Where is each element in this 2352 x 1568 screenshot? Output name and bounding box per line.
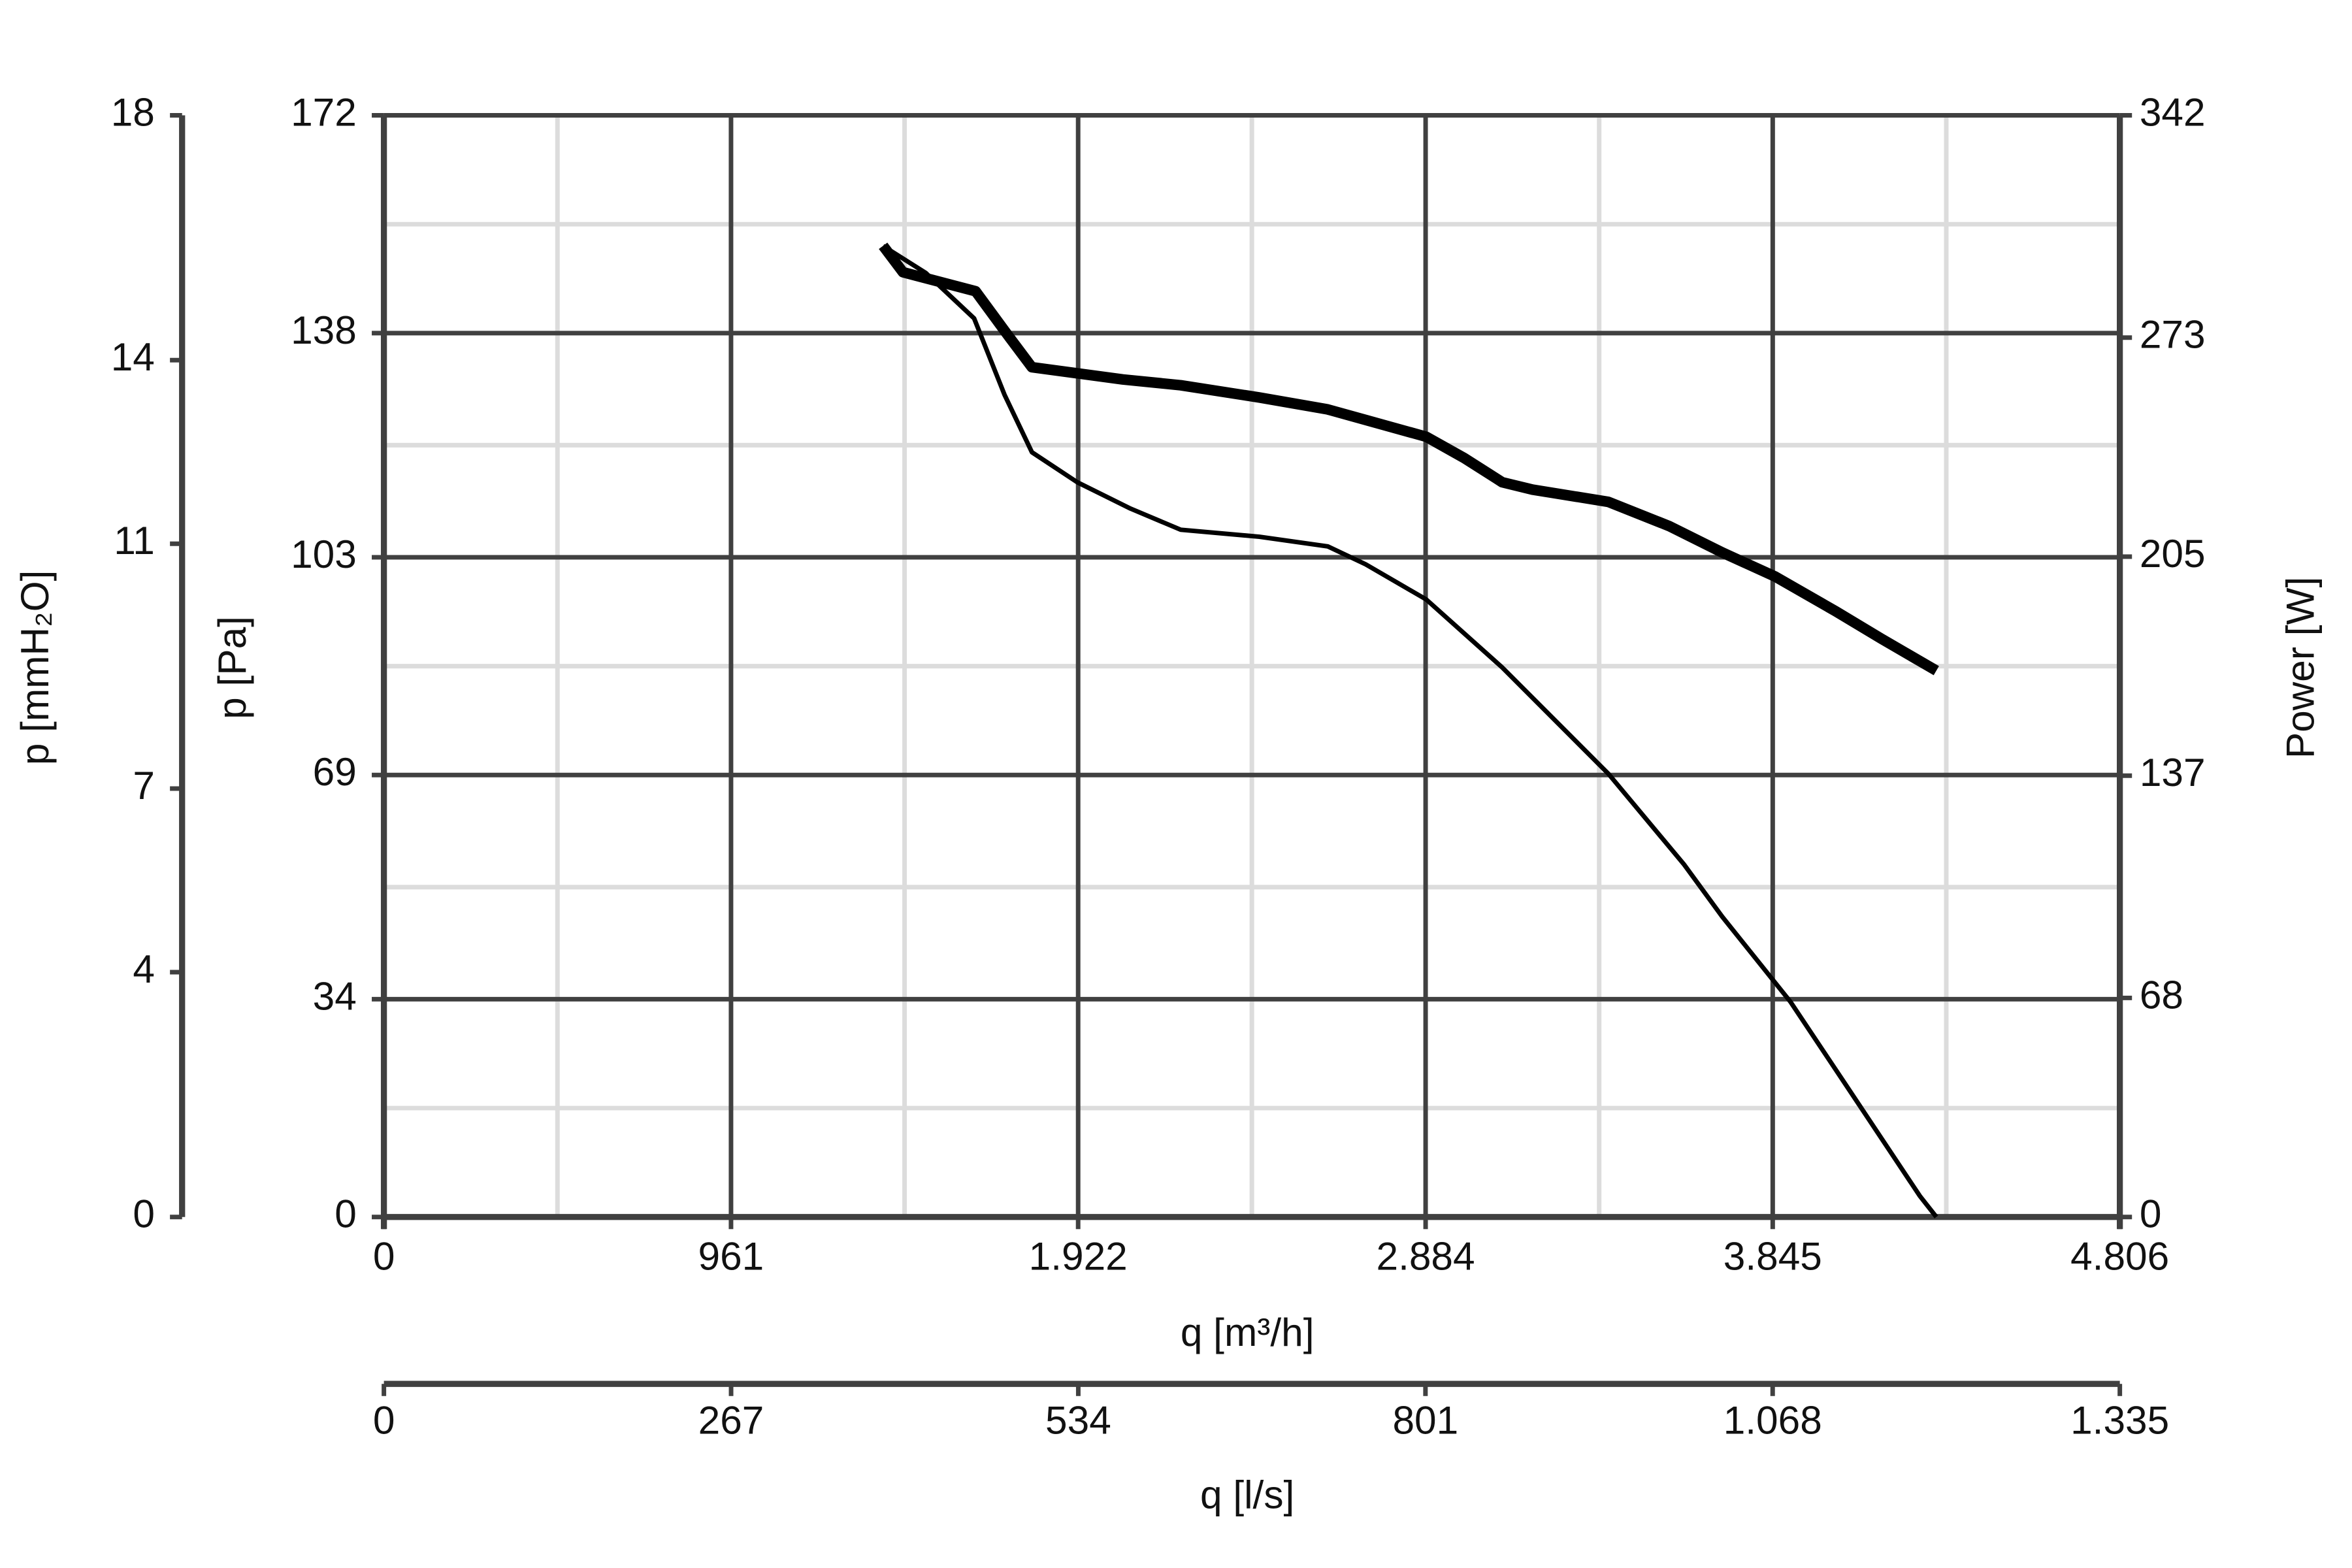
y2-tick-label: 0 [2140,1192,2162,1236]
curve [879,242,1939,676]
y2-axis-title: Power [W] [2278,577,2323,759]
y-tick-label: 69 [313,749,357,794]
x-tick-label: 3.845 [1723,1234,1822,1279]
y2-tick-label: 68 [2140,972,2183,1017]
x-tick-label: 1.922 [1029,1234,1128,1279]
y-tick-label: 0 [335,1192,357,1236]
y2-tick-label: 205 [2140,531,2206,576]
y2-tick-label: 273 [2140,312,2206,357]
y2-tick-label: 342 [2140,90,2206,134]
y-tick-label: 103 [291,532,357,576]
y2-tick-label: 137 [2140,750,2206,794]
y3-tick-label: 14 [111,335,155,379]
x2-tick-label: 0 [373,1398,395,1443]
x2-tick-label: 534 [1045,1398,1111,1443]
x2-axis-title: q [l/s] [1200,1472,1294,1516]
y3-tick-label: 11 [114,518,155,563]
x2-tick-label: 1.068 [1723,1398,1822,1443]
y3-tick-label: 0 [133,1192,155,1236]
curve [881,244,1938,1218]
y-tick-label: 172 [291,90,357,134]
y-axis-title: p [Pa] [210,616,254,719]
y3-tick-label: 18 [111,90,155,134]
x2-tick-label: 1.335 [2070,1398,2169,1443]
x2-tick-label: 267 [698,1398,764,1443]
y-tick-label: 34 [313,973,357,1018]
y3-axis-title: p [mmH₂O] [12,570,57,766]
x-tick-label: 4.806 [2070,1234,2169,1279]
x-tick-label: 2.884 [1377,1234,1475,1279]
x-axis-title: q [m³/h] [1181,1310,1315,1354]
x2-tick-label: 801 [1392,1398,1458,1443]
y-tick-label: 138 [291,308,357,352]
y3-tick-label: 4 [133,947,155,991]
x-tick-label: 961 [698,1234,764,1279]
y3-tick-label: 7 [133,763,155,808]
x-tick-label: 0 [373,1234,395,1279]
